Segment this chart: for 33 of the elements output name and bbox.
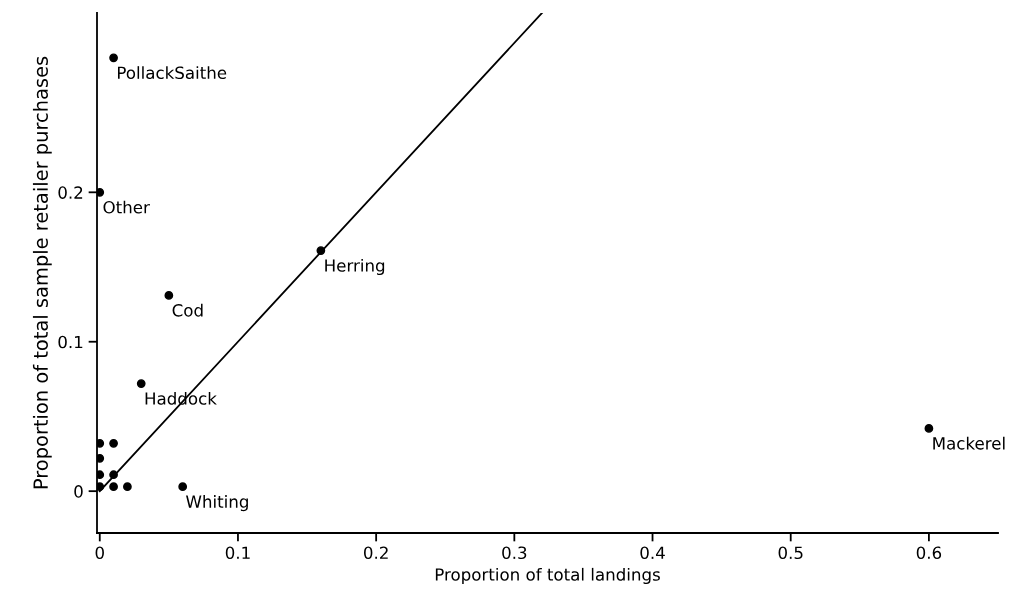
point bbox=[97, 482, 105, 492]
annotation: Whiting bbox=[186, 495, 248, 512]
point bbox=[178, 482, 188, 492]
point bbox=[136, 379, 146, 388]
x-axis-title: Proportion of total landings bbox=[435, 567, 660, 585]
point bbox=[97, 187, 105, 197]
y-tick-label: 0.1 bbox=[58, 335, 83, 349]
annotation: Mackerel bbox=[933, 436, 1005, 450]
point bbox=[97, 438, 105, 448]
point bbox=[97, 470, 105, 480]
y-tick-label: 0.2 bbox=[58, 186, 83, 199]
point bbox=[109, 482, 118, 492]
point bbox=[97, 453, 105, 463]
annotation: Other bbox=[103, 200, 150, 214]
annotation: Cod bbox=[172, 303, 203, 317]
point bbox=[109, 470, 118, 480]
y-axis-title: Proportion of total sample retailer purchases bbox=[32, 56, 52, 489]
x-tick-label: 0.6 bbox=[916, 546, 942, 560]
annotation: PollackSaithe bbox=[118, 66, 227, 80]
x-tick-label: 0.5 bbox=[778, 546, 803, 560]
y-tick-label: 0 bbox=[74, 485, 83, 498]
x-tick-label: 0.1 bbox=[225, 546, 250, 560]
x-tick-label: 0.2 bbox=[363, 546, 388, 560]
x-tick-label: 0.3 bbox=[502, 546, 527, 560]
point bbox=[316, 246, 326, 255]
x-tick-label: 0 bbox=[95, 546, 104, 560]
point bbox=[123, 482, 132, 492]
point bbox=[924, 424, 934, 433]
x-tick-label: 0.4 bbox=[640, 546, 665, 560]
point bbox=[109, 53, 118, 63]
point bbox=[109, 438, 118, 448]
annotation: Herring bbox=[325, 258, 385, 276]
point bbox=[164, 291, 174, 300]
